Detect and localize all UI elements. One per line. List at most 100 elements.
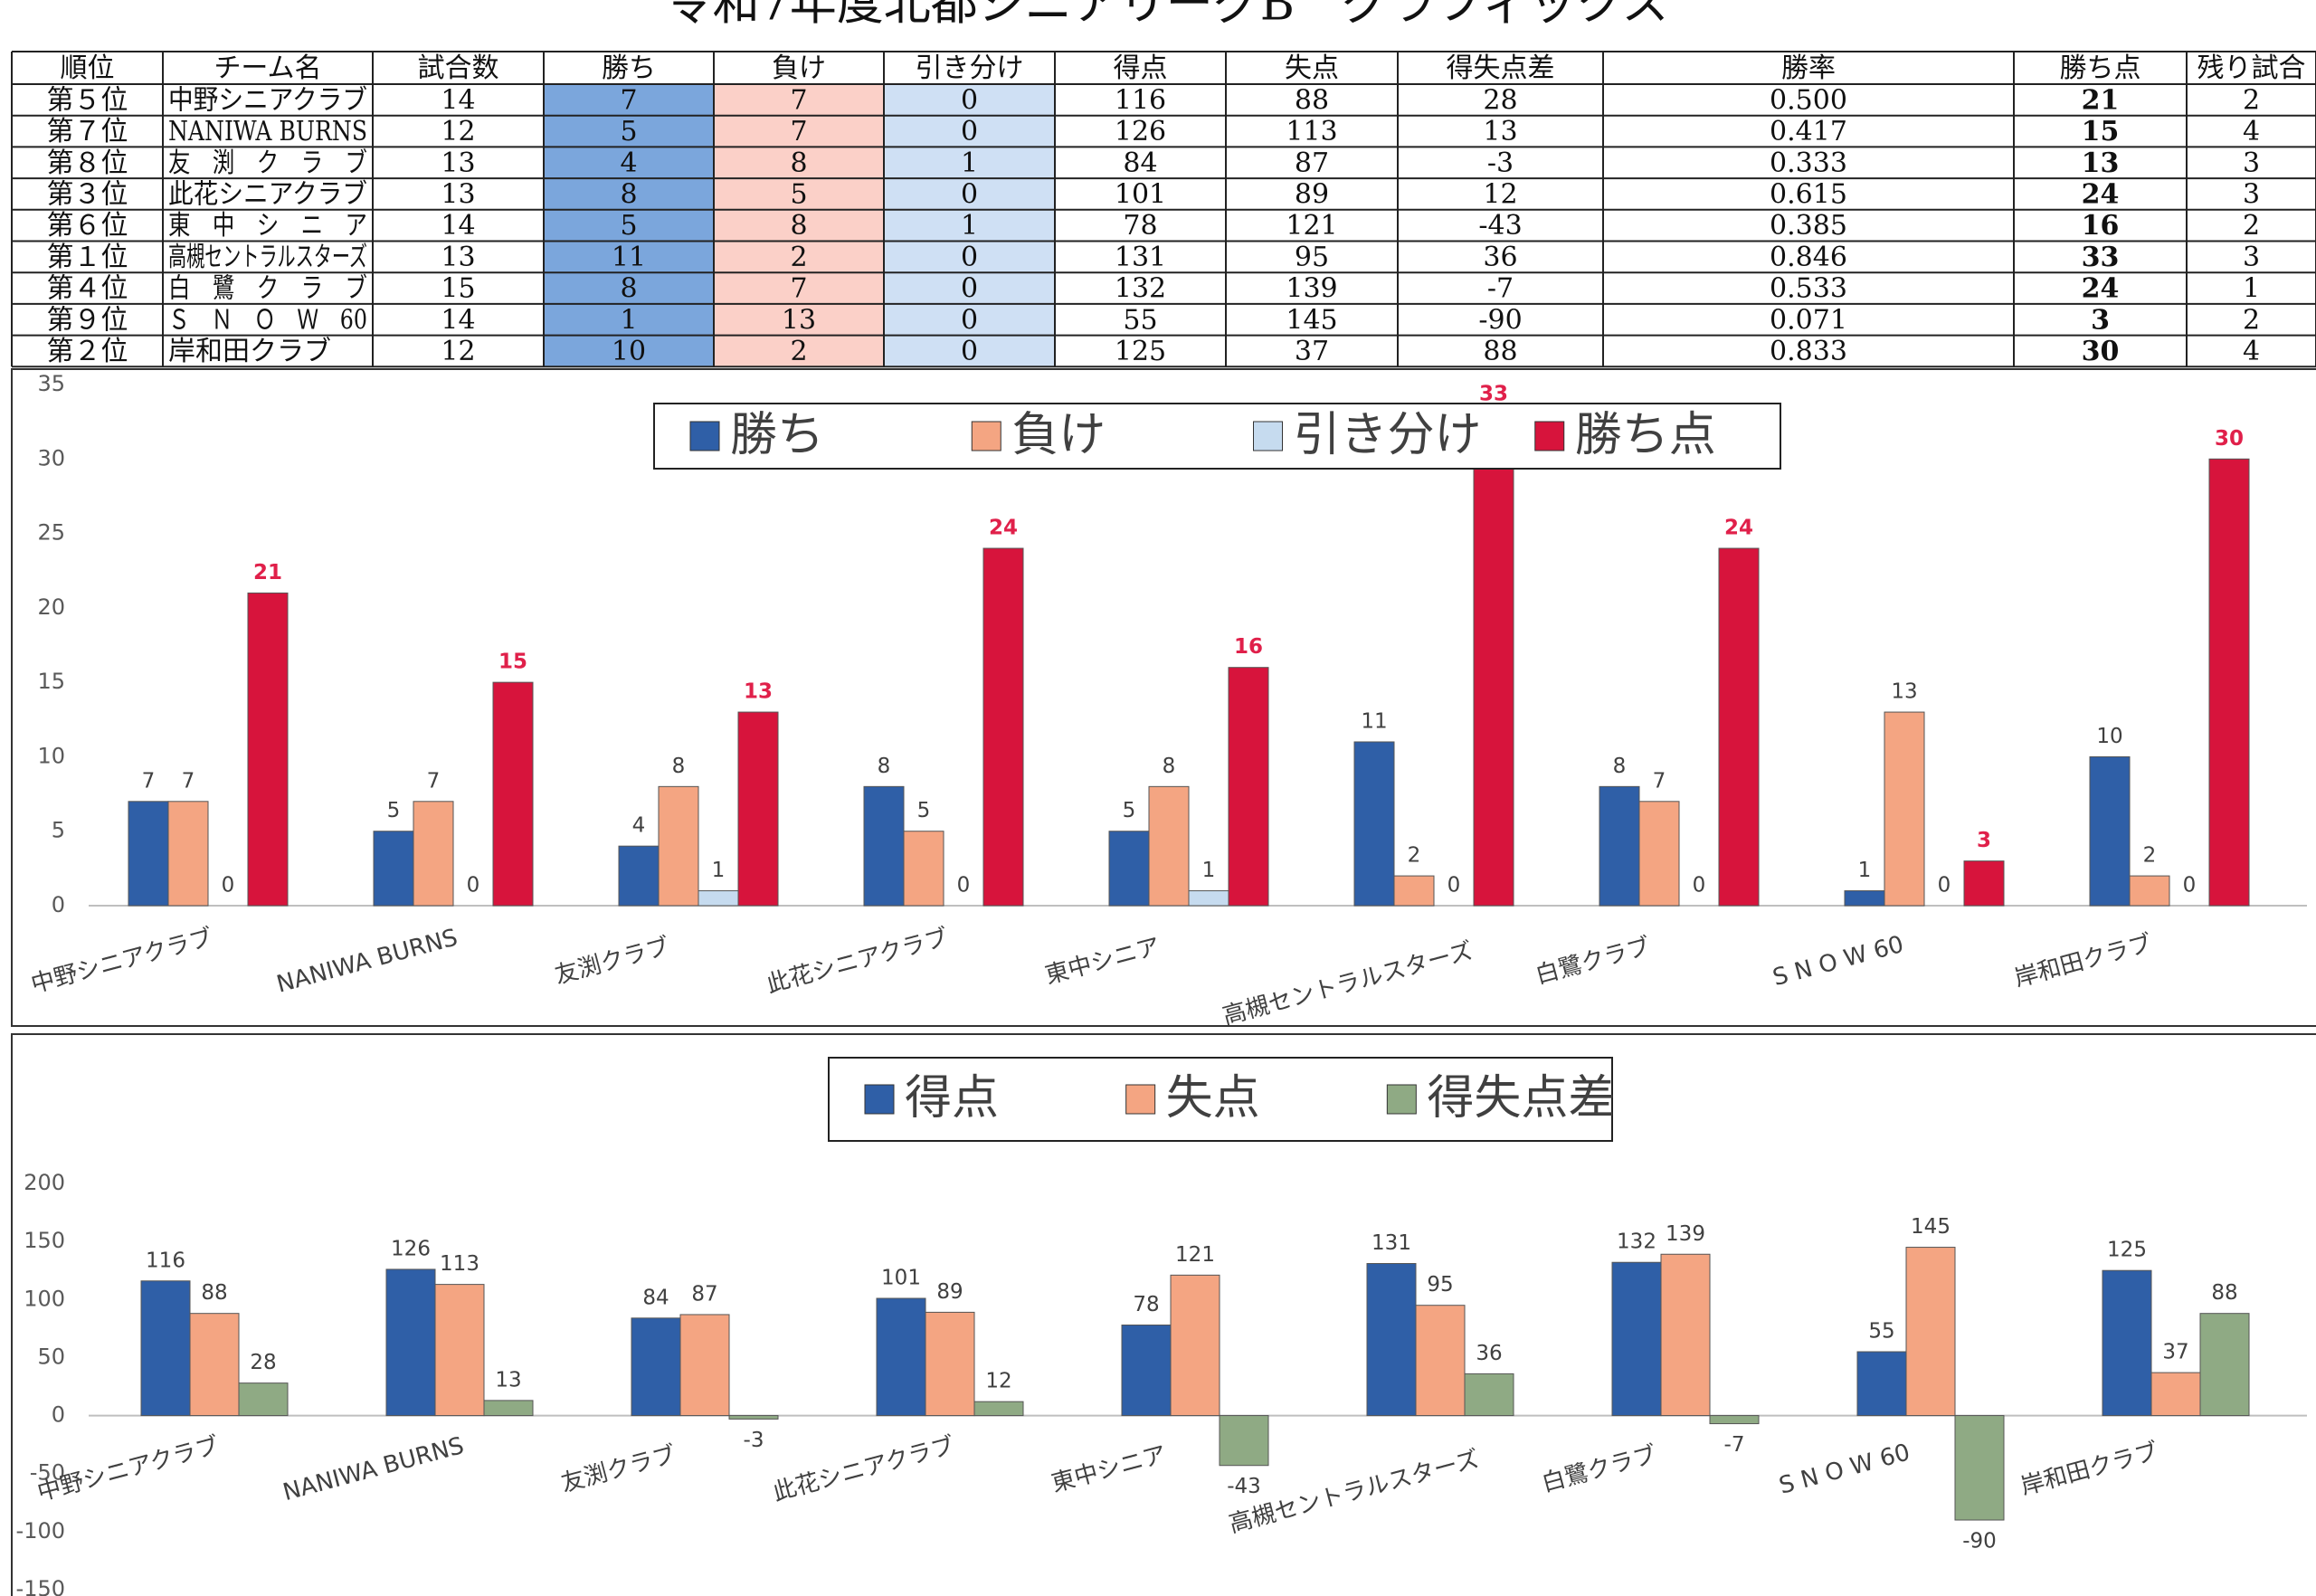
cell: 此花シニアクラブ [168, 178, 367, 210]
bar [982, 547, 1024, 907]
cell: 第４位 [47, 273, 128, 305]
bar [1884, 711, 1925, 907]
column-header: 勝率 [1781, 52, 1836, 84]
cell: 21 [2082, 84, 2120, 116]
cell-bg [884, 115, 1055, 147]
cell: 1 [620, 304, 637, 336]
cell: -43 [1478, 210, 1522, 242]
cell: 1 [961, 210, 978, 242]
legend-swatch [1386, 1084, 1417, 1115]
cell-bg [544, 303, 714, 336]
data-label: 16 [1234, 635, 1263, 659]
x-tick-label: NANIWA BURNS [274, 924, 460, 998]
data-label: 7 [142, 769, 156, 793]
cell: 28 [1483, 84, 1517, 116]
cell: 中野シニアクラブ [168, 84, 367, 116]
cell: 7 [790, 116, 807, 147]
cell: 121 [1286, 210, 1337, 242]
cell: 8 [620, 178, 637, 210]
cell: 13 [441, 242, 475, 273]
data-label: 8 [1163, 755, 1176, 778]
data-label: 15 [498, 651, 527, 674]
data-label: 8 [878, 755, 891, 778]
data-label: 5 [387, 799, 401, 822]
cell: 13 [441, 178, 475, 210]
data-label: 126 [391, 1237, 431, 1260]
bar [140, 1280, 191, 1417]
y-tick-label: 50 [37, 1344, 65, 1369]
cell: 1 [961, 147, 978, 179]
cell: 2 [790, 242, 807, 273]
cell: 95 [1295, 242, 1329, 273]
legend-swatch [864, 1084, 895, 1115]
bar [1219, 1415, 1269, 1467]
bar [973, 1401, 1024, 1417]
bar [876, 1297, 926, 1417]
cell: 14 [441, 84, 475, 116]
cell: 1 [2243, 273, 2260, 305]
data-label: 55 [1868, 1320, 1894, 1344]
cell-bg [544, 335, 714, 367]
data-label: 0 [222, 874, 235, 898]
cell: 24 [2082, 273, 2120, 305]
data-label: 0 [2183, 874, 2197, 898]
column-header: 勝ち点 [2060, 52, 2141, 84]
data-label: 3 [1977, 829, 1991, 852]
cell: 第９位 [47, 304, 128, 336]
cell: 8 [790, 210, 807, 242]
cell: 2 [2243, 304, 2260, 336]
cell-bg [714, 272, 884, 304]
column-header: 順位 [61, 52, 115, 84]
cell-bg [714, 209, 884, 242]
column-header: 勝ち [602, 52, 656, 84]
data-label: 101 [881, 1267, 921, 1290]
cell: 125 [1115, 336, 1166, 367]
x-tick-label: 高槻セントラルスターズ [1220, 937, 1476, 1031]
legend-label: 勝ち [730, 408, 824, 462]
data-label: 88 [2211, 1281, 2237, 1305]
data-label: 0 [957, 874, 971, 898]
data-label: 4 [632, 814, 646, 838]
bar [1121, 1325, 1172, 1417]
legend-swatch [689, 421, 720, 451]
cell: 88 [1295, 84, 1329, 116]
cell: 55 [1123, 304, 1157, 336]
data-label: 87 [691, 1282, 717, 1306]
cell: 第５位 [47, 84, 128, 116]
bar [2208, 458, 2250, 907]
legend-swatch [1534, 421, 1565, 451]
cell: 24 [2082, 178, 2120, 210]
legend-label: 得点 [905, 1071, 999, 1126]
cell: 高槻セントラルスターズ [168, 242, 367, 273]
bar [373, 831, 414, 907]
x-tick-label: 中野シニアクラブ [28, 924, 215, 998]
cell: 30 [2082, 336, 2120, 367]
column-header: 引き分け [916, 52, 1024, 84]
bar [1188, 890, 1229, 907]
cell-bg [544, 241, 714, 273]
data-label: 7 [427, 769, 441, 793]
cell: 0.533 [1770, 273, 1847, 305]
points-chart: -150-100-50050100150200中野シニアクラブ1168828NA… [16, 1057, 2307, 1596]
data-label: 30 [2215, 427, 2244, 451]
cell: 0.071 [1770, 304, 1847, 336]
cell: 101 [1115, 178, 1166, 210]
cell: 0 [961, 336, 978, 367]
bar [1108, 831, 1150, 907]
chart-frame [11, 368, 2316, 1027]
data-label: 7 [1653, 769, 1666, 793]
data-label: 139 [1666, 1222, 1705, 1246]
cell: 15 [2082, 116, 2120, 147]
cell: 第２位 [47, 336, 128, 367]
bar [698, 890, 739, 907]
cell: 8 [620, 273, 637, 305]
cell: 139 [1286, 273, 1337, 305]
cell: 0.417 [1770, 116, 1847, 147]
data-label: 13 [1891, 680, 1917, 704]
cell-bg [714, 115, 884, 147]
data-label: 113 [440, 1252, 479, 1276]
data-label: 95 [1427, 1273, 1453, 1297]
